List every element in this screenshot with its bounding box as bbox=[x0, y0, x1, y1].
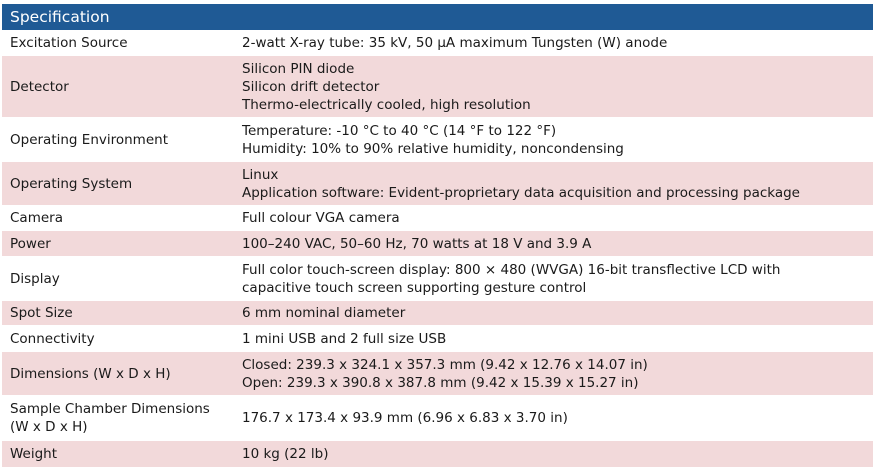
table-row: Weight 10 kg (22 lb) bbox=[2, 441, 873, 468]
row-value: 176.7 x 173.4 x 93.9 mm (6.96 x 6.83 x 3… bbox=[242, 409, 873, 427]
table-row: Detector Silicon PIN diode Silicon drift… bbox=[2, 56, 873, 118]
row-value: 6 mm nominal diameter bbox=[242, 304, 873, 322]
value-line: 10 kg (22 lb) bbox=[242, 446, 329, 462]
value-line: Silicon drift detector bbox=[242, 78, 380, 95]
value-line: 6 mm nominal diameter bbox=[242, 305, 406, 321]
row-value: 1 mini USB and 2 full size USB bbox=[242, 330, 873, 348]
table-row: Display Full color touch-screen display:… bbox=[2, 257, 873, 301]
table-row: Power 100–240 VAC, 50–60 Hz, 70 watts at… bbox=[2, 231, 873, 257]
value-line: Linux bbox=[242, 166, 279, 183]
row-value: Full color touch-screen display: 800 × 4… bbox=[242, 261, 873, 297]
table-row: Sample Chamber Dimensions (W x D x H) 17… bbox=[2, 396, 873, 441]
value-line: 100–240 VAC, 50–60 Hz, 70 watts at 18 V … bbox=[242, 235, 592, 252]
row-label: Excitation Source bbox=[10, 35, 128, 51]
row-label: Detector bbox=[10, 78, 69, 95]
label-line: Sample Chamber Dimensions bbox=[10, 401, 210, 417]
value-line: 1 mini USB and 2 full size USB bbox=[242, 330, 447, 347]
value-line: 2-watt X-ray tube: 35 kV, 50 µA maximum … bbox=[242, 35, 668, 51]
table-header: Specification bbox=[2, 4, 873, 31]
specification-table: Specification Excitation Source 2-watt X… bbox=[2, 4, 873, 468]
value-line: Thermo-electrically cooled, high resolut… bbox=[242, 96, 531, 113]
row-label: Sample Chamber Dimensions (W x D x H) bbox=[2, 400, 242, 436]
row-label: Display bbox=[10, 270, 60, 287]
table-row: Dimensions (W x D x H) Closed: 239.3 x 3… bbox=[2, 352, 873, 396]
row-value: 2-watt X-ray tube: 35 kV, 50 µA maximum … bbox=[242, 34, 873, 52]
row-label: Connectivity bbox=[10, 330, 95, 347]
table-row: Spot Size 6 mm nominal diameter bbox=[2, 301, 873, 326]
value-line: Closed: 239.3 x 324.1 x 357.3 mm (9.42 x… bbox=[242, 356, 648, 373]
row-label: Operating Environment bbox=[10, 131, 168, 148]
value-line: Full colour VGA camera bbox=[242, 210, 400, 226]
value-line: capacitive touch screen supporting gestu… bbox=[242, 279, 587, 296]
row-value: Temperature: -10 °C to 40 °C (14 °F to 1… bbox=[242, 122, 873, 158]
value-line: Application software: Evident-proprietar… bbox=[242, 184, 800, 201]
row-label: Operating System bbox=[10, 175, 133, 192]
value-line: 176.7 x 173.4 x 93.9 mm (6.96 x 6.83 x 3… bbox=[242, 410, 568, 426]
row-label: Spot Size bbox=[10, 305, 73, 321]
row-label: Power bbox=[10, 235, 51, 252]
value-line: Silicon PIN diode bbox=[242, 60, 355, 77]
table-row: Connectivity 1 mini USB and 2 full size … bbox=[2, 326, 873, 352]
row-label: Weight bbox=[10, 446, 58, 462]
row-value: 10 kg (22 lb) bbox=[242, 445, 873, 463]
value-line: Full color touch-screen display: 800 × 4… bbox=[242, 261, 781, 278]
row-value: 100–240 VAC, 50–60 Hz, 70 watts at 18 V … bbox=[242, 235, 873, 253]
row-label: Dimensions (W x D x H) bbox=[10, 365, 171, 382]
label-line: (W x D x H) bbox=[10, 419, 88, 435]
table-row: Operating Environment Temperature: -10 °… bbox=[2, 118, 873, 162]
row-value: Closed: 239.3 x 324.1 x 357.3 mm (9.42 x… bbox=[242, 356, 873, 392]
table-row: Excitation Source 2-watt X-ray tube: 35 … bbox=[2, 31, 873, 56]
row-value: Full colour VGA camera bbox=[242, 209, 873, 227]
row-label: Camera bbox=[10, 210, 63, 226]
value-line: Open: 239.3 x 390.8 x 387.8 mm (9.42 x 1… bbox=[242, 374, 639, 391]
row-value: Silicon PIN diode Silicon drift detector… bbox=[242, 60, 873, 114]
value-line: Temperature: -10 °C to 40 °C (14 °F to 1… bbox=[242, 122, 557, 139]
value-line: Humidity: 10% to 90% relative humidity, … bbox=[242, 140, 624, 157]
table-row: Operating System Linux Application softw… bbox=[2, 162, 873, 206]
row-value: Linux Application software: Evident-prop… bbox=[242, 166, 873, 202]
table-row: Camera Full colour VGA camera bbox=[2, 206, 873, 231]
